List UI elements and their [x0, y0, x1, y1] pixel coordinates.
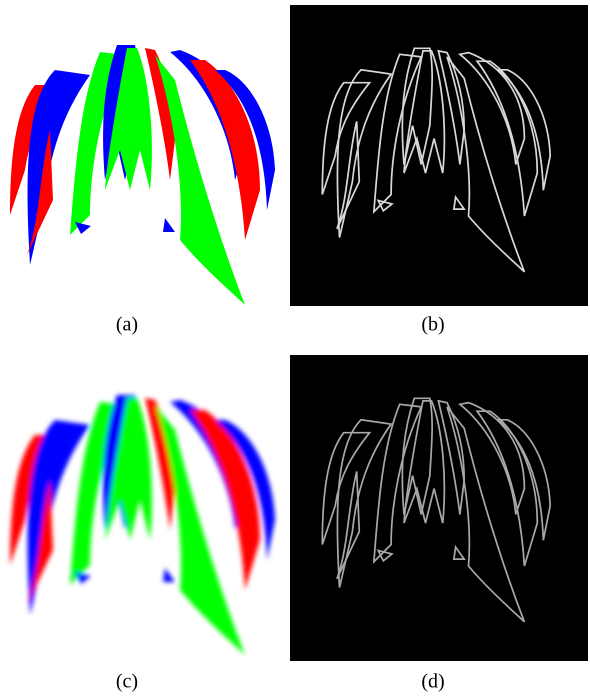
- caption: (b): [421, 314, 444, 336]
- hair-render: [10, 45, 275, 305]
- hair-render-soft: [10, 395, 275, 655]
- caption: (d): [421, 671, 444, 693]
- caption: (c): [116, 671, 138, 693]
- caption: (a): [116, 314, 138, 336]
